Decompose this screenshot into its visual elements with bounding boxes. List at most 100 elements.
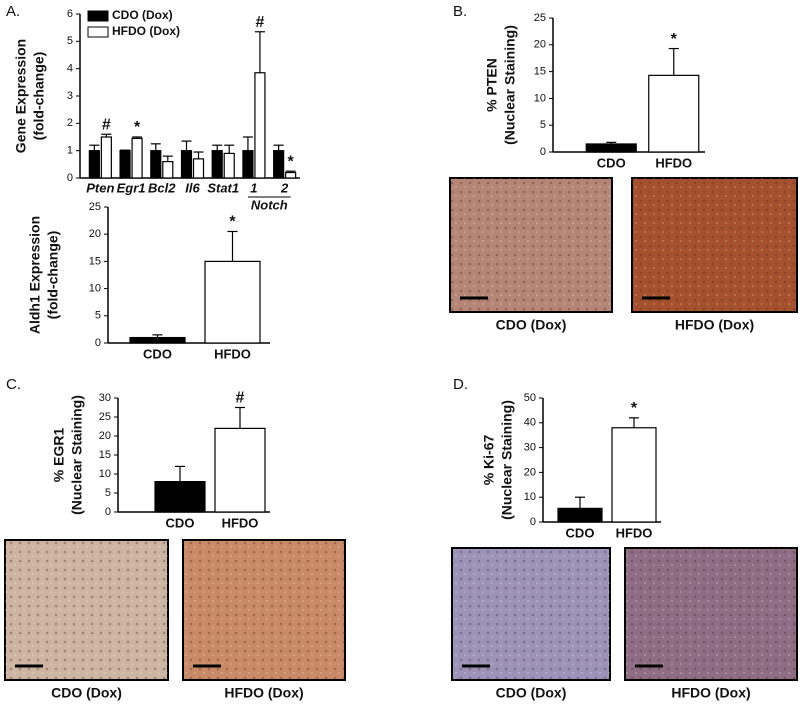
bar (119, 150, 131, 179)
y-tick-label: 0 (67, 172, 73, 184)
image-caption: HFDO (Dox) (224, 685, 303, 701)
image-caption: CDO (Dox) (496, 685, 567, 701)
y-tick-label: 5 (95, 310, 101, 322)
image-texture (452, 548, 610, 680)
bar (242, 150, 254, 179)
bar (211, 150, 223, 179)
panel-label: A. (6, 3, 20, 20)
significance-marker: # (236, 390, 245, 407)
image-caption: HFDO (Dox) (671, 685, 750, 701)
bar (273, 150, 285, 179)
y-tick-label: 10 (89, 283, 101, 295)
bar (129, 336, 186, 344)
significance-marker: * (229, 214, 236, 231)
y-tick-label: 2 (67, 117, 73, 129)
y-tick-label: 20 (89, 228, 101, 240)
x-tick-label: Egr1 (117, 180, 146, 195)
significance-marker: # (255, 14, 264, 31)
bar (204, 260, 261, 344)
bar (192, 158, 205, 179)
x-tick-label: Il6 (185, 180, 200, 195)
x-tick-label: HFDO (655, 155, 692, 170)
y-tick-label: 30 (99, 392, 111, 404)
x-tick-label: CDO (143, 346, 172, 361)
legend-label: HFDO (Dox) (112, 24, 180, 38)
image-texture (5, 540, 168, 680)
significance-marker: * (671, 31, 678, 48)
y-tick-label: 0 (95, 337, 101, 349)
image-texture (625, 548, 797, 680)
significance-marker: * (134, 119, 141, 136)
y-axis-label: (Nuclear Staining) (502, 25, 518, 145)
y-tick-label: 15 (99, 449, 111, 461)
y-tick-label: 20 (534, 39, 546, 51)
bar (223, 152, 235, 179)
bar (100, 136, 112, 179)
group-label: Notch (251, 197, 288, 212)
x-tick-label: HFDO (214, 346, 251, 361)
image-caption: CDO (Dox) (51, 685, 122, 701)
y-tick-label: 15 (89, 255, 101, 267)
x-tick-label: HFDO (616, 525, 653, 540)
bar (285, 171, 297, 179)
legend-swatch (87, 26, 109, 38)
bar (557, 507, 603, 523)
bar (131, 137, 143, 179)
bar (611, 427, 657, 523)
y-tick-label: 0 (105, 506, 111, 518)
significance-marker: # (102, 116, 111, 133)
significance-marker: * (288, 153, 295, 170)
bar (585, 143, 637, 153)
y-tick-label: 25 (89, 201, 101, 213)
y-tick-label: 20 (99, 430, 111, 442)
bar (648, 74, 700, 153)
bar (162, 161, 174, 179)
y-tick-label: 5 (540, 119, 546, 131)
y-tick-label: 15 (534, 66, 546, 78)
x-tick-label: Bcl2 (148, 180, 176, 195)
significance-marker: * (631, 400, 638, 417)
y-tick-label: 0 (530, 516, 536, 528)
panel-label: B. (453, 3, 467, 20)
y-tick-label: 40 (524, 417, 536, 429)
legend-label: CDO (Dox) (112, 8, 173, 22)
y-axis-label: Aldh1 Expression (27, 216, 43, 334)
bar (88, 150, 100, 179)
bar (154, 481, 206, 513)
x-tick-label: Stat1 (207, 180, 239, 195)
y-tick-label: 20 (524, 466, 536, 478)
y-tick-label: 5 (67, 35, 73, 47)
x-tick-label: 2 (280, 180, 289, 195)
image-caption: HFDO (Dox) (675, 317, 754, 333)
y-axis-label: (Nuclear Staining) (499, 400, 515, 520)
y-tick-label: 10 (99, 468, 111, 480)
x-tick-label: CDO (166, 515, 195, 530)
panel-label: D. (453, 376, 468, 393)
bar (214, 427, 266, 513)
y-axis-label: (Nuclear Staining) (69, 395, 85, 515)
y-axis-label: Gene Expression (13, 39, 29, 153)
image-texture (632, 178, 797, 312)
y-axis-label: % Ki-67 (481, 435, 497, 486)
y-tick-label: 3 (67, 90, 73, 102)
panel-label: C. (6, 376, 21, 393)
image-caption: CDO (Dox) (496, 317, 567, 333)
x-tick-label: Pten (86, 180, 114, 195)
y-tick-label: 10 (524, 491, 536, 503)
y-tick-label: 1 (67, 145, 73, 157)
y-tick-label: 6 (67, 8, 73, 20)
y-axis-label: (fold-change) (45, 231, 61, 320)
x-tick-label: CDO (566, 525, 595, 540)
bar (150, 150, 162, 179)
y-tick-label: 50 (524, 392, 536, 404)
bar (180, 150, 193, 179)
y-tick-label: 25 (99, 411, 111, 423)
bar (254, 72, 266, 179)
x-tick-label: HFDO (222, 515, 259, 530)
image-texture (450, 178, 612, 312)
legend-swatch (87, 10, 109, 22)
y-tick-label: 4 (67, 63, 73, 75)
y-tick-label: 10 (534, 92, 546, 104)
y-tick-label: 5 (105, 487, 111, 499)
